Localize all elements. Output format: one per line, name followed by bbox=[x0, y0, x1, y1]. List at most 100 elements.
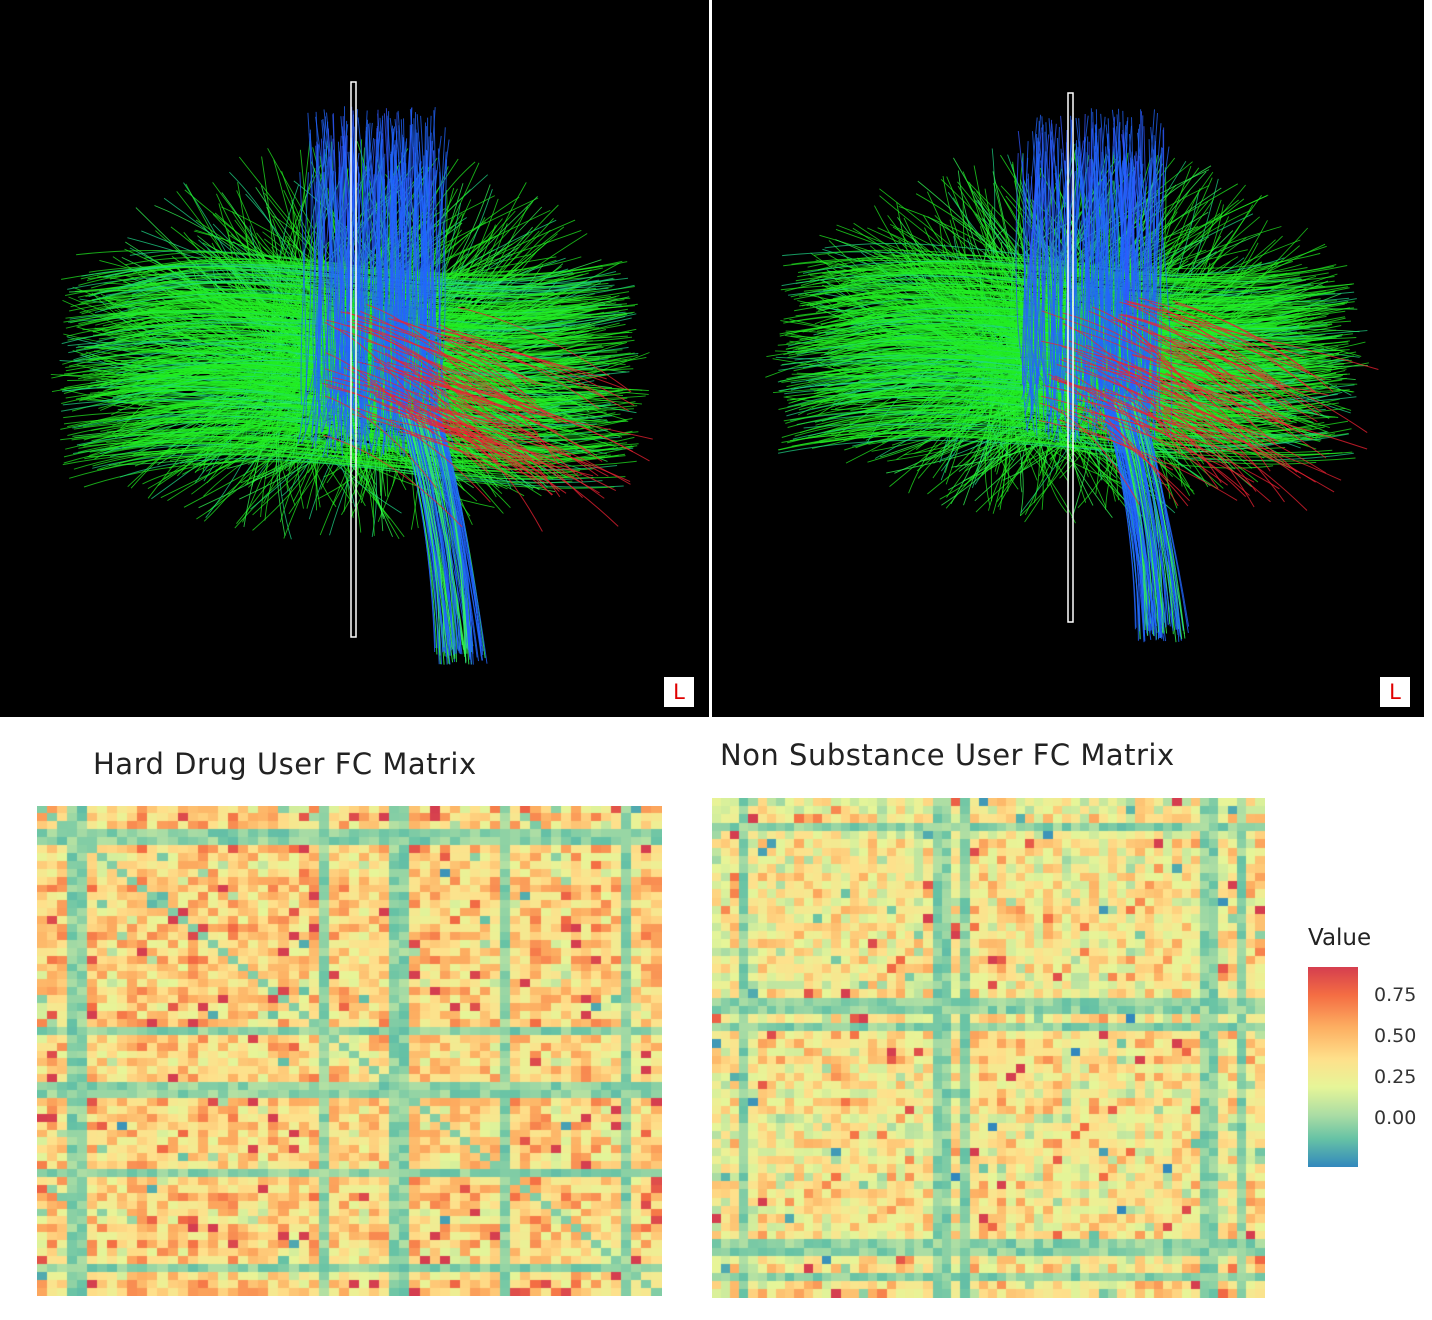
fiber-strand bbox=[127, 295, 627, 320]
fiber-strand bbox=[316, 141, 338, 440]
fiber-strand bbox=[299, 172, 307, 432]
fiber-strand bbox=[457, 306, 632, 393]
fiber-strand bbox=[421, 413, 461, 654]
fiber-strand bbox=[1103, 401, 1140, 632]
fiber-strand bbox=[1126, 303, 1230, 384]
fiber-strand bbox=[325, 385, 511, 472]
fiber-strand bbox=[1164, 338, 1322, 413]
fiber-strand bbox=[381, 171, 396, 426]
fiber-strand bbox=[406, 407, 498, 462]
fiber-strand bbox=[417, 374, 539, 434]
fiber-strand bbox=[1069, 327, 1220, 402]
fiber-strand bbox=[1178, 319, 1379, 370]
fiber-strand bbox=[1038, 141, 1056, 388]
fiber-strand bbox=[432, 413, 471, 651]
fiber-strand bbox=[322, 141, 343, 457]
fiber-strand bbox=[378, 181, 403, 441]
fiber-strand bbox=[1151, 337, 1255, 427]
fiber-strand bbox=[1122, 401, 1155, 637]
fiber-strand bbox=[1047, 118, 1059, 422]
fiber-strand bbox=[1049, 405, 1140, 505]
fiber-strand bbox=[1118, 316, 1229, 384]
fiber-strand bbox=[1047, 373, 1134, 450]
fiber-strand bbox=[385, 339, 485, 409]
fiber-strand bbox=[844, 433, 1330, 458]
fiber-strand bbox=[435, 413, 472, 665]
fiber-strand bbox=[410, 434, 548, 484]
fiber-strand bbox=[1065, 371, 1152, 438]
fiber-strand bbox=[1124, 401, 1166, 628]
slice-indicator-bar bbox=[1067, 92, 1074, 623]
fiber-strand bbox=[1149, 301, 1251, 370]
fiber-strand bbox=[315, 145, 324, 432]
fiber-strand bbox=[1025, 157, 1044, 431]
fiber-strand bbox=[1149, 374, 1314, 440]
fiber-strand bbox=[340, 311, 536, 402]
fiber-strand bbox=[445, 360, 541, 424]
legend-tick bbox=[1358, 1036, 1364, 1038]
fiber-strand bbox=[1124, 314, 1284, 390]
fiber-strand bbox=[346, 324, 547, 416]
fiber-strand bbox=[833, 269, 1284, 299]
fiber-strand bbox=[347, 137, 358, 432]
slice-indicator-bar bbox=[350, 81, 357, 638]
fiber-strand bbox=[459, 336, 607, 380]
fiber-strand bbox=[1132, 166, 1154, 396]
fiber-strand bbox=[1069, 354, 1170, 397]
fiber-strand bbox=[322, 382, 490, 474]
fiber-strand bbox=[392, 141, 407, 444]
fiber-strand bbox=[332, 130, 349, 450]
fiber-strand bbox=[1114, 401, 1146, 631]
fiber-strand bbox=[406, 150, 422, 401]
fiber-strand bbox=[1033, 131, 1046, 385]
fiber-strand bbox=[1089, 156, 1108, 396]
fiber-strand bbox=[388, 317, 527, 366]
hard-drug-fc-heatmap bbox=[37, 806, 662, 1296]
fiber-strand bbox=[1017, 130, 1039, 385]
fiber-strand bbox=[424, 347, 560, 424]
fiber-strand bbox=[1088, 411, 1280, 490]
fiber-strand bbox=[385, 108, 404, 404]
fiber-strand bbox=[1110, 319, 1265, 399]
fiber-strand bbox=[1148, 412, 1308, 511]
fiber-strand bbox=[1052, 163, 1069, 433]
fiber-strand bbox=[1061, 345, 1182, 398]
fiber-strand bbox=[394, 110, 408, 412]
fiber-strand bbox=[1159, 387, 1298, 473]
fiber-strand bbox=[1064, 140, 1084, 392]
fiber-strand bbox=[863, 266, 1353, 289]
fiber-strand bbox=[898, 205, 1076, 319]
fiber-strand bbox=[1091, 401, 1271, 503]
fiber-strand bbox=[398, 431, 594, 477]
fiber-strand bbox=[1068, 119, 1074, 407]
fiber-strand bbox=[438, 337, 630, 412]
fiber-strand bbox=[1171, 396, 1368, 450]
legend-label-050: 0.50 bbox=[1374, 1025, 1417, 1047]
fiber-strand bbox=[375, 396, 531, 474]
orientation-label-right: L bbox=[1380, 677, 1410, 707]
fiber-strand bbox=[1105, 388, 1219, 489]
fiber-strand bbox=[1102, 401, 1137, 628]
fiber-strand bbox=[428, 407, 609, 477]
fiber-strand bbox=[1138, 297, 1315, 393]
fiber-strand bbox=[1054, 375, 1152, 434]
fiber-strand bbox=[1092, 306, 1200, 401]
fiber-strand bbox=[783, 396, 998, 407]
fiber-strand bbox=[1162, 407, 1301, 479]
fiber-strand bbox=[1175, 303, 1334, 393]
fiber-strand bbox=[410, 107, 415, 409]
fiber-strand bbox=[815, 419, 1298, 442]
fiber-strand bbox=[1060, 113, 1074, 404]
fiber-strand bbox=[325, 352, 420, 425]
fiber-strand bbox=[1083, 176, 1092, 413]
fiber-strand bbox=[1041, 132, 1045, 422]
fiber-strand bbox=[1040, 395, 1228, 486]
fiber-strand bbox=[116, 389, 620, 408]
fiber-strand bbox=[324, 379, 498, 446]
fiber-strand bbox=[855, 430, 1336, 449]
fiber-strand bbox=[338, 166, 356, 436]
fiber-strand bbox=[372, 348, 478, 426]
fiber-strand bbox=[410, 170, 437, 425]
fiber-strand bbox=[433, 139, 450, 407]
legend-tick bbox=[1358, 1077, 1364, 1079]
